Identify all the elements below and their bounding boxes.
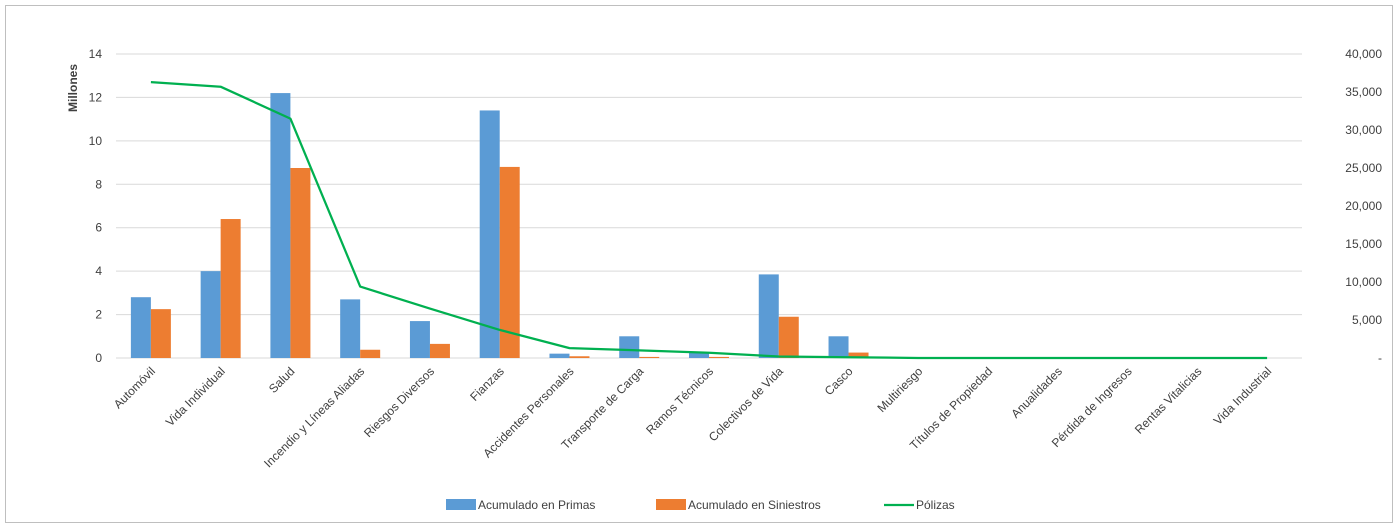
bar-primas (340, 299, 361, 358)
left-tick-label: 8 (95, 177, 102, 191)
bar-siniestros (709, 356, 729, 358)
bar-primas (130, 297, 151, 358)
bar-primas (409, 321, 430, 358)
category-label: Casco (822, 364, 856, 398)
bar-siniestros (290, 168, 311, 358)
bar-siniestros (848, 352, 869, 358)
legend-item: Acumulado en Primas (446, 498, 595, 512)
right-tick-label: 30,000 (1345, 123, 1382, 137)
right-axis-ticks: - 5,000 10,000 15,000 20,000 25,000 30,000 35,0… (1345, 47, 1382, 365)
bar-primas (200, 271, 221, 358)
right-tick-label: 20,000 (1345, 199, 1382, 213)
legend-label: Acumulado en Primas (478, 498, 595, 512)
left-tick-label: 2 (95, 308, 102, 322)
bar-siniestros (499, 166, 520, 358)
category-label: Vida Industrial (1211, 364, 1275, 428)
left-tick-label: 4 (95, 264, 102, 278)
left-tick-label: 10 (89, 134, 103, 148)
left-tick-label: 0 (95, 351, 102, 365)
bar-siniestros (569, 356, 590, 358)
bar-primas (758, 274, 779, 358)
left-axis-ticks: 0 2 4 6 8 10 12 14 (89, 47, 103, 365)
category-label: Ramos Técnicos (643, 364, 716, 437)
bar-primas (270, 93, 291, 358)
category-label: Vida Individual (163, 364, 228, 429)
left-tick-label: 14 (89, 47, 103, 61)
category-label: Rentas Vitalicias (1132, 364, 1204, 436)
polizas-line (150, 80, 1268, 360)
category-label: Colectivos de Vida (706, 364, 786, 444)
category-label: Salud (266, 364, 298, 396)
bar-siniestros (429, 343, 450, 358)
bar-siniestros (360, 349, 381, 358)
polizas-line-layer (150, 80, 1268, 360)
bar-siniestros (220, 219, 241, 358)
legend-label: Pólizas (916, 498, 955, 512)
bar-siniestros (639, 356, 660, 358)
legend-label: Acumulado en Siniestros (688, 498, 821, 512)
left-tick-label: 6 (95, 221, 102, 235)
category-label: Multiriesgo (874, 364, 925, 415)
legend-item: Pólizas (884, 498, 955, 512)
bars (130, 93, 869, 358)
category-label: Automóvil (111, 364, 158, 411)
right-tick-label: 10,000 (1345, 275, 1382, 289)
right-tick-label: 15,000 (1345, 237, 1382, 251)
legend-item: Acumulado en Siniestros (656, 498, 821, 512)
legend-swatch (446, 499, 476, 510)
bar-primas (689, 352, 709, 358)
category-label: Fianzas (467, 364, 507, 404)
right-tick-label: 35,000 (1345, 85, 1382, 99)
category-label: Anualidades (1008, 364, 1065, 421)
left-tick-label: 12 (89, 90, 103, 104)
right-tick-label: - (1378, 351, 1382, 365)
right-tick-label: 5,000 (1352, 313, 1382, 327)
bar-siniestros (778, 316, 799, 358)
bar-primas (619, 336, 640, 358)
y-axis-title: Millones (66, 64, 80, 112)
right-tick-label: 25,000 (1345, 161, 1382, 175)
legend-swatch (656, 499, 686, 510)
right-tick-label: 40,000 (1345, 47, 1382, 61)
bar-primas (549, 353, 570, 358)
legend: Acumulado en Primas Acumulado en Siniestr… (446, 498, 955, 512)
bar-primas (479, 110, 500, 358)
category-label: Riesgos Diversos (361, 364, 437, 440)
bar-siniestros (150, 309, 171, 358)
bar-primas (828, 336, 849, 358)
